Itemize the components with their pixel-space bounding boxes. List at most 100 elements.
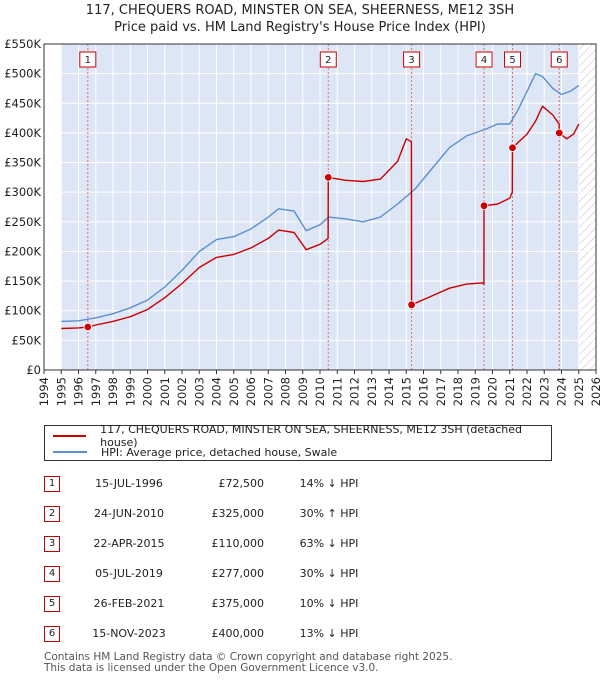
sale-point [555,128,564,138]
sale-price: £110,000 [211,537,265,550]
x-tick-label: 2025 [572,377,586,406]
x-tick-label: 2001 [158,377,172,406]
x-tick-label: 2012 [348,377,362,406]
sale-date: 05-JUL-2019 [95,567,163,580]
chart-subtitle: Price paid vs. HM Land Registry's House … [114,20,486,35]
sale-marker-label: 5 [509,55,515,66]
sale-marker-label: 3 [408,55,414,66]
sale-marker-box [79,51,97,68]
x-tick-label: 2013 [365,377,379,406]
x-tick-label: 2010 [313,377,327,406]
x-tick-label: 1998 [106,377,120,406]
x-tick-label: 2022 [520,377,534,406]
sale-point [83,322,93,332]
x-tick-label: 1999 [123,377,137,406]
y-tick-label: £200K [4,244,41,258]
sale-marker-box [319,51,337,68]
y-tick-label: £550K [4,37,41,51]
sale-date: 26-FEB-2021 [93,597,165,610]
x-tick-label: 2015 [399,377,413,406]
chart-title: 117, CHEQUERS ROAD, MINSTER ON SEA, SHEE… [85,3,515,18]
legend-swatch-property [53,435,87,437]
x-tick-label: 1996 [72,377,86,406]
y-tick-label: £250K [4,215,41,229]
x-tick-label: 2000 [141,377,155,406]
sale-point [407,300,416,309]
sale-price: £72,500 [218,477,265,490]
x-tick-label: 2024 [555,377,569,406]
x-tick-label: 1997 [89,377,103,406]
y-tick-label: £100K [4,304,41,318]
x-tick-label: 1994 [37,377,51,406]
y-tick-label: £450K [4,96,41,110]
footer-notice: Contains HM Land Registry data © Crown c… [44,652,452,674]
x-tick-label: 2017 [434,377,448,406]
sale-marker-box [403,51,421,68]
x-tick-label: 2023 [537,377,551,406]
legend-label-hpi: HPI: Average price, detached house, Swal… [101,445,338,459]
footer-licence: This data is licensed under the Open Gov… [44,662,379,674]
sale-number-badge: 1 [44,476,60,492]
y-tick-label: £400K [4,126,41,140]
x-tick-label: 2009 [296,377,310,406]
sale-number-badge: 3 [44,536,60,552]
sale-number-badge: 2 [44,506,60,522]
sale-date: 15-JUL-1996 [95,477,163,490]
sale-price: £375,000 [211,597,265,610]
sale-row: 2 24-JUN-2010 £325,000 30% ↑ HPI [44,506,374,526]
x-tick-label: 2014 [382,377,396,406]
sale-point [508,143,517,152]
x-tick-label: 2007 [261,377,275,406]
x-tick-label: 1995 [54,377,68,406]
sale-row: 6 15-NOV-2023 £400,000 13% ↓ HPI [44,626,374,646]
sale-hpi-diff: 10% ↓ HPI [299,597,359,610]
legend-label-property: 117, CHEQUERS ROAD, MINSTER ON SEA, SHEE… [100,423,522,449]
legend-item-property: 117, CHEQUERS ROAD, MINSTER ON SEA, SHEE… [53,423,551,449]
x-tick-label: 2026 [589,377,600,406]
sale-marker-box [504,51,522,68]
sale-number-badge: 6 [44,626,60,642]
sale-price: £325,000 [211,507,265,520]
legend-item-hpi: HPI: Average price, detached house, Swal… [53,444,337,460]
sale-point [479,201,489,211]
x-tick-label: 2005 [227,377,241,406]
sale-row: 5 26-FEB-2021 £375,000 10% ↓ HPI [44,596,374,616]
sale-row: 3 22-APR-2015 £110,000 63% ↓ HPI [44,536,374,556]
sale-marker-label: 6 [556,55,562,66]
footer-copyright: Contains HM Land Registry data © Crown c… [44,651,453,663]
sale-date: 22-APR-2015 [93,537,165,550]
future-hatched-region [578,44,596,370]
sale-marker-label: 1 [85,55,91,66]
y-tick-label: £0 [26,363,41,377]
sale-number-badge: 5 [44,596,60,612]
sale-row: 1 15-JUL-1996 £72,500 14% ↓ HPI [44,476,374,496]
sale-hpi-diff: 63% ↓ HPI [299,537,359,550]
sale-point [324,173,333,182]
x-tick-label: 2008 [279,377,293,406]
x-tick-label: 2004 [210,377,224,406]
x-tick-label: 2018 [451,377,465,406]
y-tick-label: £150K [4,274,41,288]
y-tick-label: £500K [4,67,41,81]
sale-price: £400,000 [211,627,265,640]
sale-marker-label: 4 [481,55,487,66]
y-tick-label: £350K [4,156,41,170]
legend-swatch-hpi [53,451,87,453]
sale-marker-label: 2 [325,55,331,66]
sale-hpi-diff: 30% ↑ HPI [299,507,359,520]
sale-date: 24-JUN-2010 [93,507,165,520]
sale-hpi-diff: 14% ↓ HPI [299,477,359,490]
sale-date: 15-NOV-2023 [92,627,166,640]
sale-hpi-diff: 30% ↓ HPI [299,567,359,580]
x-tick-label: 2016 [417,377,431,406]
legend: 117, CHEQUERS ROAD, MINSTER ON SEA, SHEE… [44,423,552,461]
y-tick-label: £50K [12,333,42,347]
sale-marker-box [550,51,568,68]
x-tick-label: 2020 [486,377,500,406]
y-tick-label: £300K [4,185,41,199]
x-tick-label: 2006 [244,377,258,406]
property-series-line [61,105,580,330]
sale-number-badge: 4 [44,566,60,582]
sale-hpi-diff: 13% ↓ HPI [299,627,359,640]
x-tick-label: 2019 [468,377,482,406]
